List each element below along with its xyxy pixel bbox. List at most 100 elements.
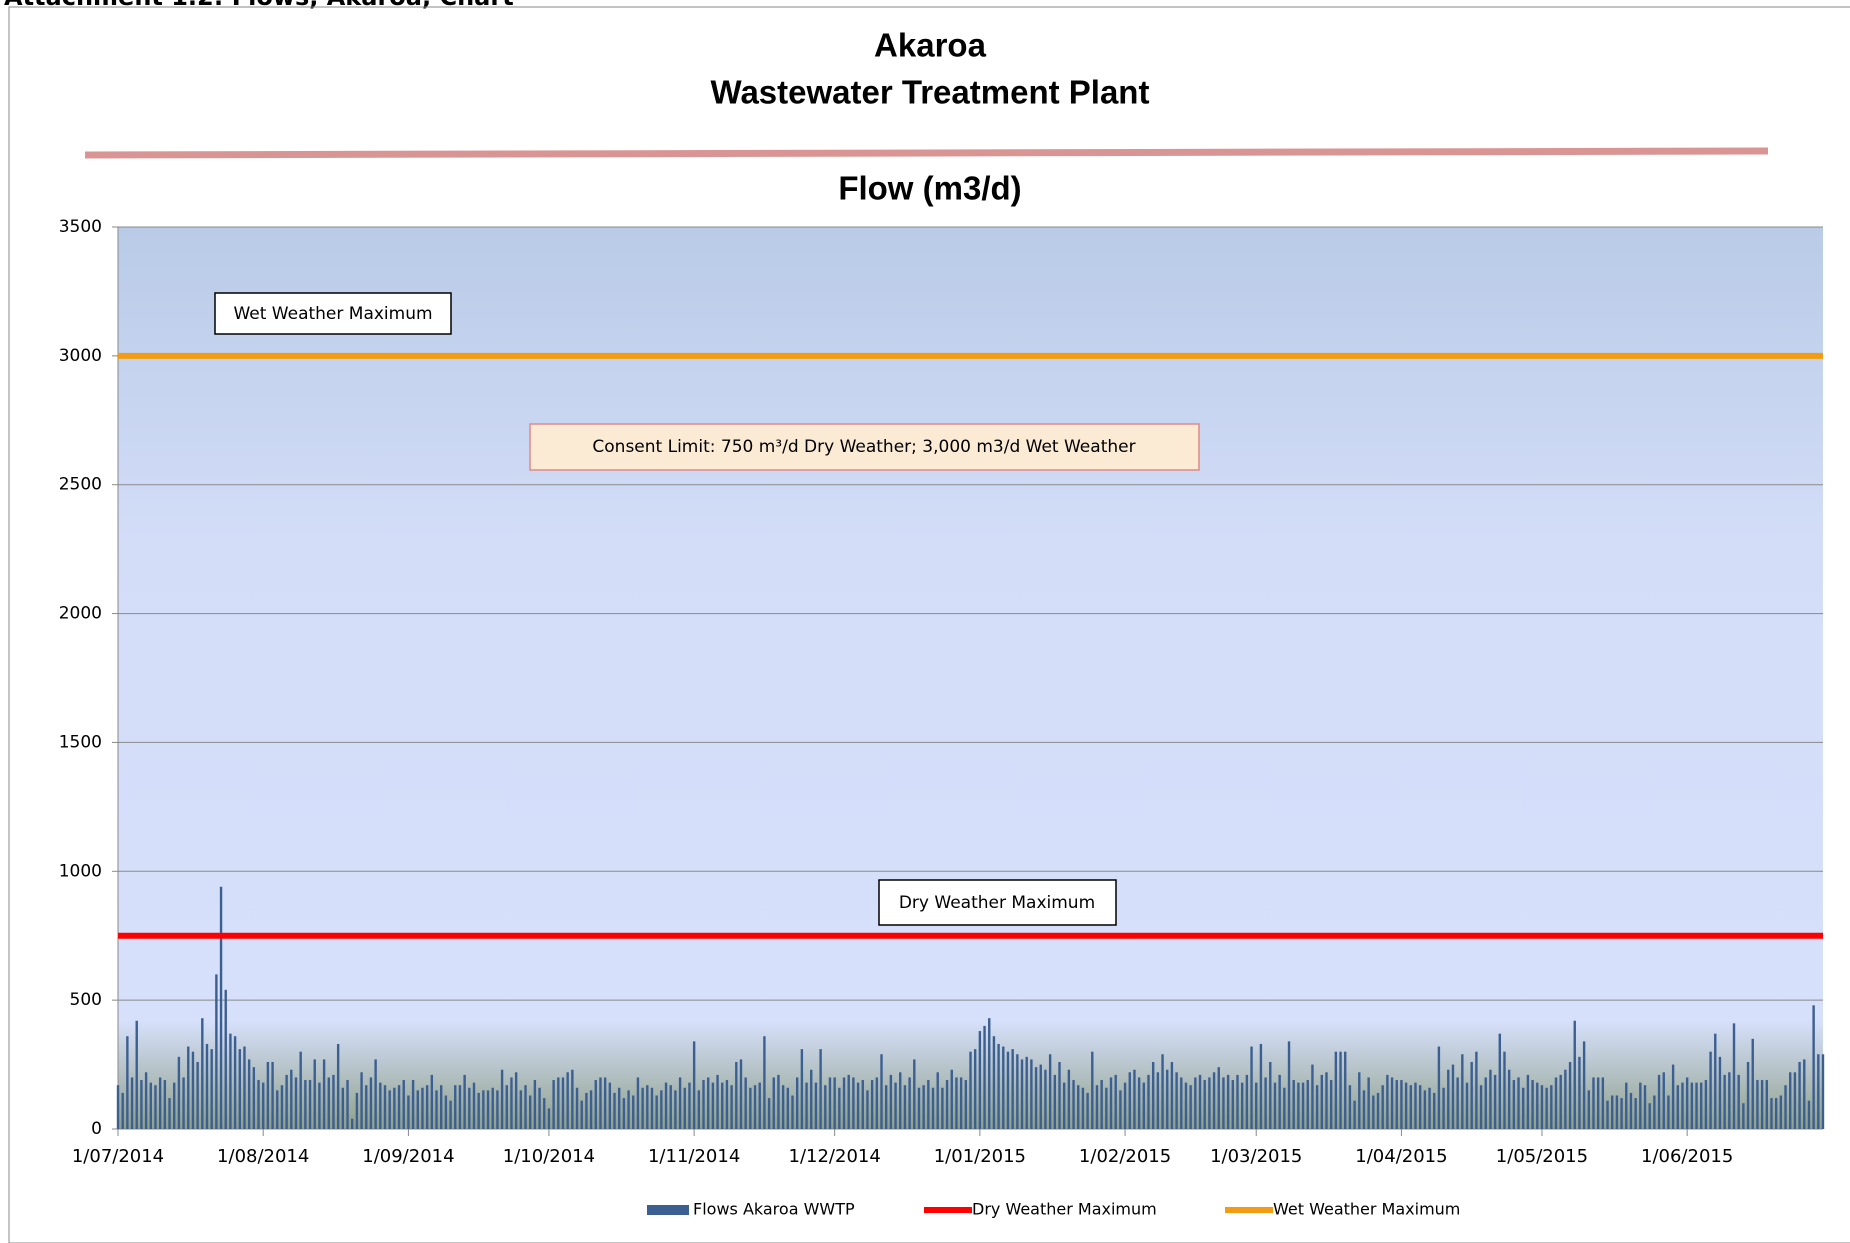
bar [1320, 1074, 1324, 1129]
bar [383, 1085, 387, 1129]
bar [988, 1018, 991, 1129]
bar [547, 1108, 551, 1129]
bar [477, 1092, 480, 1129]
bar [425, 1085, 429, 1129]
bar [1156, 1072, 1160, 1129]
bar [674, 1090, 677, 1129]
bar [1418, 1085, 1422, 1129]
bar [810, 1069, 813, 1129]
bar [1662, 1072, 1665, 1129]
bar [1240, 1082, 1244, 1129]
bar [824, 1085, 827, 1129]
bar [749, 1087, 752, 1129]
bar [1287, 1041, 1291, 1129]
bar [805, 1082, 808, 1129]
bar [1166, 1069, 1169, 1129]
page-header: Attachment 1.2: Flows, Akaroa, Chart [4, 0, 514, 11]
bar [1400, 1080, 1403, 1129]
bar [1376, 1092, 1380, 1129]
bar [594, 1080, 597, 1129]
bar [1648, 1103, 1651, 1129]
bar [1147, 1074, 1150, 1129]
bar [355, 1092, 359, 1129]
bar [655, 1095, 658, 1129]
bar [1039, 1064, 1042, 1129]
bar [1742, 1103, 1745, 1129]
x-tick-label: 1/06/2015 [1641, 1146, 1733, 1167]
bar [187, 1046, 190, 1129]
bar [1226, 1074, 1230, 1129]
legend-swatch [647, 1205, 689, 1215]
bar [1756, 1080, 1759, 1129]
bar [1348, 1085, 1352, 1129]
bar [964, 1080, 968, 1129]
bar [229, 1033, 232, 1129]
x-tick-label: 1/11/2014 [648, 1146, 740, 1167]
bar [1339, 1051, 1342, 1129]
bar [1048, 1054, 1052, 1129]
bar [1821, 1054, 1825, 1129]
bar [1517, 1077, 1520, 1129]
x-tick-label: 1/01/2015 [934, 1146, 1026, 1167]
bar [1292, 1080, 1295, 1129]
bar [130, 1077, 134, 1129]
bar [505, 1085, 508, 1129]
bar [1222, 1077, 1225, 1129]
bar [177, 1056, 181, 1129]
bar [1465, 1082, 1469, 1129]
bar [454, 1085, 457, 1129]
bar [875, 1077, 879, 1129]
bar [1329, 1080, 1333, 1129]
bar [599, 1077, 602, 1129]
bar [589, 1090, 593, 1129]
bar [1803, 1059, 1806, 1129]
bar [313, 1059, 316, 1129]
bar [1091, 1051, 1094, 1129]
bar [458, 1085, 462, 1129]
annotation-box [529, 423, 1200, 471]
bar [1381, 1085, 1384, 1129]
bar [1596, 1077, 1600, 1129]
bar [777, 1074, 780, 1129]
bar [739, 1059, 743, 1129]
annotation: Dry Weather Maximum [899, 893, 1095, 913]
bar [931, 1087, 935, 1129]
chart-subtitle: Wastewater Treatment Plant [711, 74, 1150, 111]
bar [945, 1080, 949, 1129]
bar [318, 1082, 321, 1129]
bar [482, 1090, 485, 1129]
bar [1550, 1085, 1553, 1129]
bar [1774, 1098, 1778, 1129]
bar [852, 1077, 855, 1129]
bar [1236, 1074, 1239, 1129]
bar [1573, 1020, 1576, 1129]
bar [763, 1036, 766, 1129]
bar [327, 1077, 330, 1129]
bar [1273, 1082, 1277, 1129]
bar [1109, 1077, 1113, 1129]
chart-frame [8, 6, 1850, 1243]
bar [791, 1095, 794, 1129]
bar [196, 1061, 199, 1129]
bar [215, 974, 218, 1129]
bar [1611, 1095, 1614, 1129]
bar [702, 1080, 705, 1129]
bar [1086, 1092, 1089, 1129]
bar [997, 1043, 1000, 1129]
bar [1817, 1054, 1820, 1129]
bar [1489, 1069, 1492, 1129]
y-tick-label: 2000 [59, 604, 102, 624]
bar [140, 1080, 143, 1129]
bar [1105, 1087, 1108, 1129]
bar [927, 1080, 930, 1129]
bar [1606, 1100, 1609, 1129]
bar [819, 1049, 822, 1129]
bar [1737, 1074, 1740, 1129]
bar [1728, 1072, 1731, 1129]
bar [706, 1077, 710, 1129]
bar [1714, 1033, 1717, 1129]
bar [430, 1074, 434, 1129]
bar [1311, 1064, 1314, 1129]
bar [374, 1059, 377, 1129]
